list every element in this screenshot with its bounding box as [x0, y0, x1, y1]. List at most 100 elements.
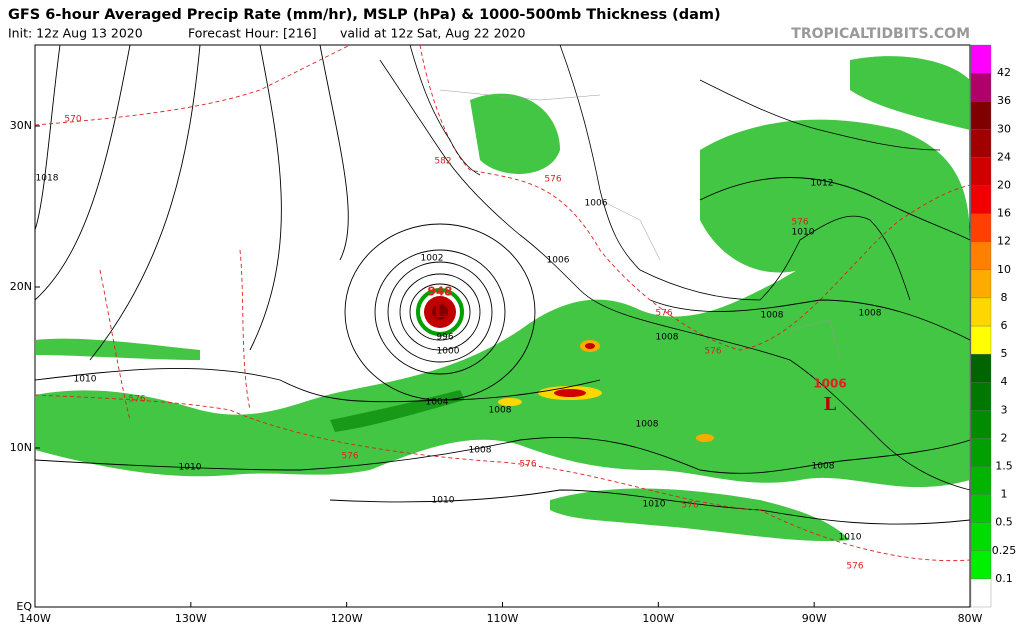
coastlines — [379, 45, 970, 491]
valid-time: valid at 12z Sat, Aug 22 2020 — [340, 26, 525, 41]
lon-label: 90W — [802, 612, 827, 625]
isobar-label: 1018 — [36, 174, 59, 184]
lon-label: 80W — [958, 612, 983, 625]
colorbar-label: 36 — [997, 94, 1011, 107]
colorbar-swatch — [970, 213, 992, 242]
credit: TROPICALTIDBITS.COM — [791, 26, 970, 42]
isobar-label: 1006 — [585, 199, 608, 209]
low-pressure: 1006 — [813, 377, 846, 391]
thickness-label: 582 — [434, 157, 451, 167]
lat-label: 30N — [10, 119, 32, 132]
thickness-label: 570 — [64, 115, 81, 125]
colorbar-label: 20 — [997, 179, 1011, 192]
colorbar-swatch — [970, 438, 992, 467]
precip-south — [550, 488, 850, 542]
thickness-label: 576 — [704, 347, 721, 357]
isobar-label: 1010 — [432, 496, 455, 506]
isobar-label: 1008 — [761, 311, 784, 321]
colorbar-label: 3 — [1001, 403, 1008, 416]
colorbar-swatch — [970, 522, 992, 551]
thickness-label: 576 — [128, 395, 145, 405]
isobar-label: 1010 — [179, 463, 202, 473]
colorbar-swatch — [970, 129, 992, 158]
colorbar-swatch — [970, 72, 992, 102]
thickness-label: 576 — [681, 501, 698, 511]
low-pressure: 948 — [427, 285, 452, 299]
thickness-label: 576 — [341, 452, 358, 462]
isobar-label: 1012 — [811, 179, 834, 189]
isobar-label: 1004 — [426, 398, 449, 408]
colorbar-swatch — [970, 325, 992, 355]
colorbar-label: 0.1 — [995, 572, 1013, 585]
isobar-label: 1006 — [547, 256, 570, 266]
isobar-label: 1008 — [812, 462, 835, 472]
title: GFS 6-hour Averaged Precip Rate (mm/hr),… — [8, 7, 721, 23]
colorbar-label: 2 — [1001, 431, 1008, 444]
colorbar-label: 1 — [1001, 488, 1008, 501]
thickness-label: 576 — [544, 175, 561, 185]
precip-gulf — [700, 119, 970, 273]
isobars — [35, 45, 970, 525]
precip-mexico — [470, 93, 560, 174]
colorbar-swatch — [970, 101, 992, 130]
colorbar-swatch — [970, 157, 992, 186]
isobar-label: 996 — [436, 333, 453, 343]
colorbar-label: 6 — [1001, 319, 1008, 332]
lat-label: 10N — [10, 441, 32, 454]
lat-label: 20N — [10, 280, 32, 293]
init-time: Init: 12z Aug 13 2020 — [8, 26, 143, 41]
colorbar-label: 8 — [1001, 291, 1008, 304]
isobar-label: 1008 — [859, 309, 882, 319]
precip-areas — [35, 56, 970, 542]
colorbar-swatch — [970, 353, 992, 383]
colorbar-swatch — [970, 297, 992, 327]
thickness-lines — [35, 45, 970, 562]
colorbar-swatch — [970, 269, 992, 299]
lon-label: 130W — [175, 612, 207, 625]
colorbar-label: 30 — [997, 122, 1011, 135]
colorbar-label: 4 — [1001, 375, 1008, 388]
colorbar-label: 16 — [997, 207, 1011, 220]
isobar-label: 1008 — [636, 420, 659, 430]
forecast-hour: Forecast Hour: [216] — [188, 26, 317, 41]
low-symbol: L — [434, 301, 447, 322]
isobar-label: 1008 — [656, 333, 679, 343]
colorbar-label: 1.5 — [995, 460, 1013, 473]
isobar-label: 1008 — [469, 446, 492, 456]
lat-label: EQ — [16, 600, 32, 613]
colorbar-label: 0.5 — [995, 516, 1013, 529]
colorbar-swatch — [970, 578, 992, 608]
lon-label: 110W — [487, 612, 519, 625]
colorbar-label: 5 — [1001, 347, 1008, 360]
colorbar-swatch — [970, 382, 992, 411]
colorbar-swatch — [970, 550, 992, 580]
colorbar-label: 12 — [997, 235, 1011, 248]
colorbar-swatch — [970, 241, 992, 270]
colorbar-swatch — [970, 185, 992, 214]
precip-itcz — [35, 338, 200, 360]
colorbar-swatch — [970, 466, 992, 495]
thickness-label: 576 — [655, 309, 672, 319]
borders — [439, 89, 841, 361]
isobar-label: 1000 — [437, 347, 460, 357]
colorbar-label: 24 — [997, 150, 1011, 163]
isobar-label: 1010 — [839, 533, 862, 543]
thickness-label: 576 — [519, 460, 536, 470]
axis-ticks — [34, 125, 971, 608]
isobar-label: 1002 — [421, 254, 444, 264]
colorbar-swatch — [970, 44, 992, 74]
lon-label: 140W — [19, 612, 51, 625]
isobar-label: 1008 — [489, 406, 512, 416]
colorbar-swatch — [970, 494, 992, 523]
precip-band — [35, 237, 970, 488]
isobar-label: 1010 — [792, 228, 815, 238]
isobar-label: 1010 — [74, 375, 97, 385]
colorbar-swatch — [970, 410, 992, 439]
colorbar-label: 10 — [997, 263, 1011, 276]
lon-label: 120W — [331, 612, 363, 625]
precip-northeast — [850, 56, 970, 130]
thickness-label: 576 — [846, 562, 863, 572]
